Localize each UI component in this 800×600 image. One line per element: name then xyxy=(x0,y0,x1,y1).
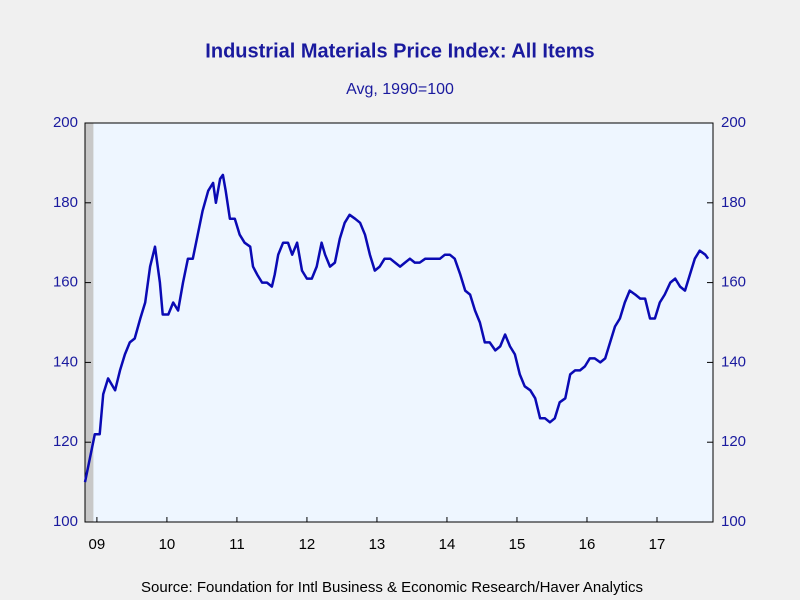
y-tick-label: 100 xyxy=(53,513,78,530)
x-tick-label: 12 xyxy=(299,536,316,553)
y2-tick-label: 140 xyxy=(721,353,746,370)
x-tick-label: 15 xyxy=(509,536,526,553)
x-tick-label: 13 xyxy=(369,536,386,553)
recession-shade xyxy=(85,123,94,522)
y-tick-label: 180 xyxy=(53,194,78,211)
y2-tick-label: 200 xyxy=(721,114,746,131)
chart-subtitle: Avg, 1990=100 xyxy=(346,81,454,98)
data-line xyxy=(83,173,710,483)
y2-tick-label: 160 xyxy=(721,274,746,291)
plot-border xyxy=(84,122,714,523)
y2-tick-label: 100 xyxy=(721,513,746,530)
chart-title: Industrial Materials Price Index: All It… xyxy=(205,40,594,62)
x-tick-label: 16 xyxy=(579,536,596,553)
y2-tick-label: 180 xyxy=(721,194,746,211)
x-tick-label: 14 xyxy=(439,536,456,553)
x-tick-label: 17 xyxy=(649,536,666,553)
y-tick-label: 200 xyxy=(53,114,78,131)
plot-area xyxy=(85,123,713,522)
source-note: Source: Foundation for Intl Business & E… xyxy=(141,579,643,596)
x-tick-label: 10 xyxy=(159,536,176,553)
x-tick-label: 09 xyxy=(89,536,106,553)
y-tick-label: 120 xyxy=(53,433,78,450)
x-tick-label: 11 xyxy=(229,536,245,553)
y2-tick-label: 120 xyxy=(721,433,746,450)
y-tick-label: 140 xyxy=(53,353,78,370)
y-tick-label: 160 xyxy=(53,274,78,291)
